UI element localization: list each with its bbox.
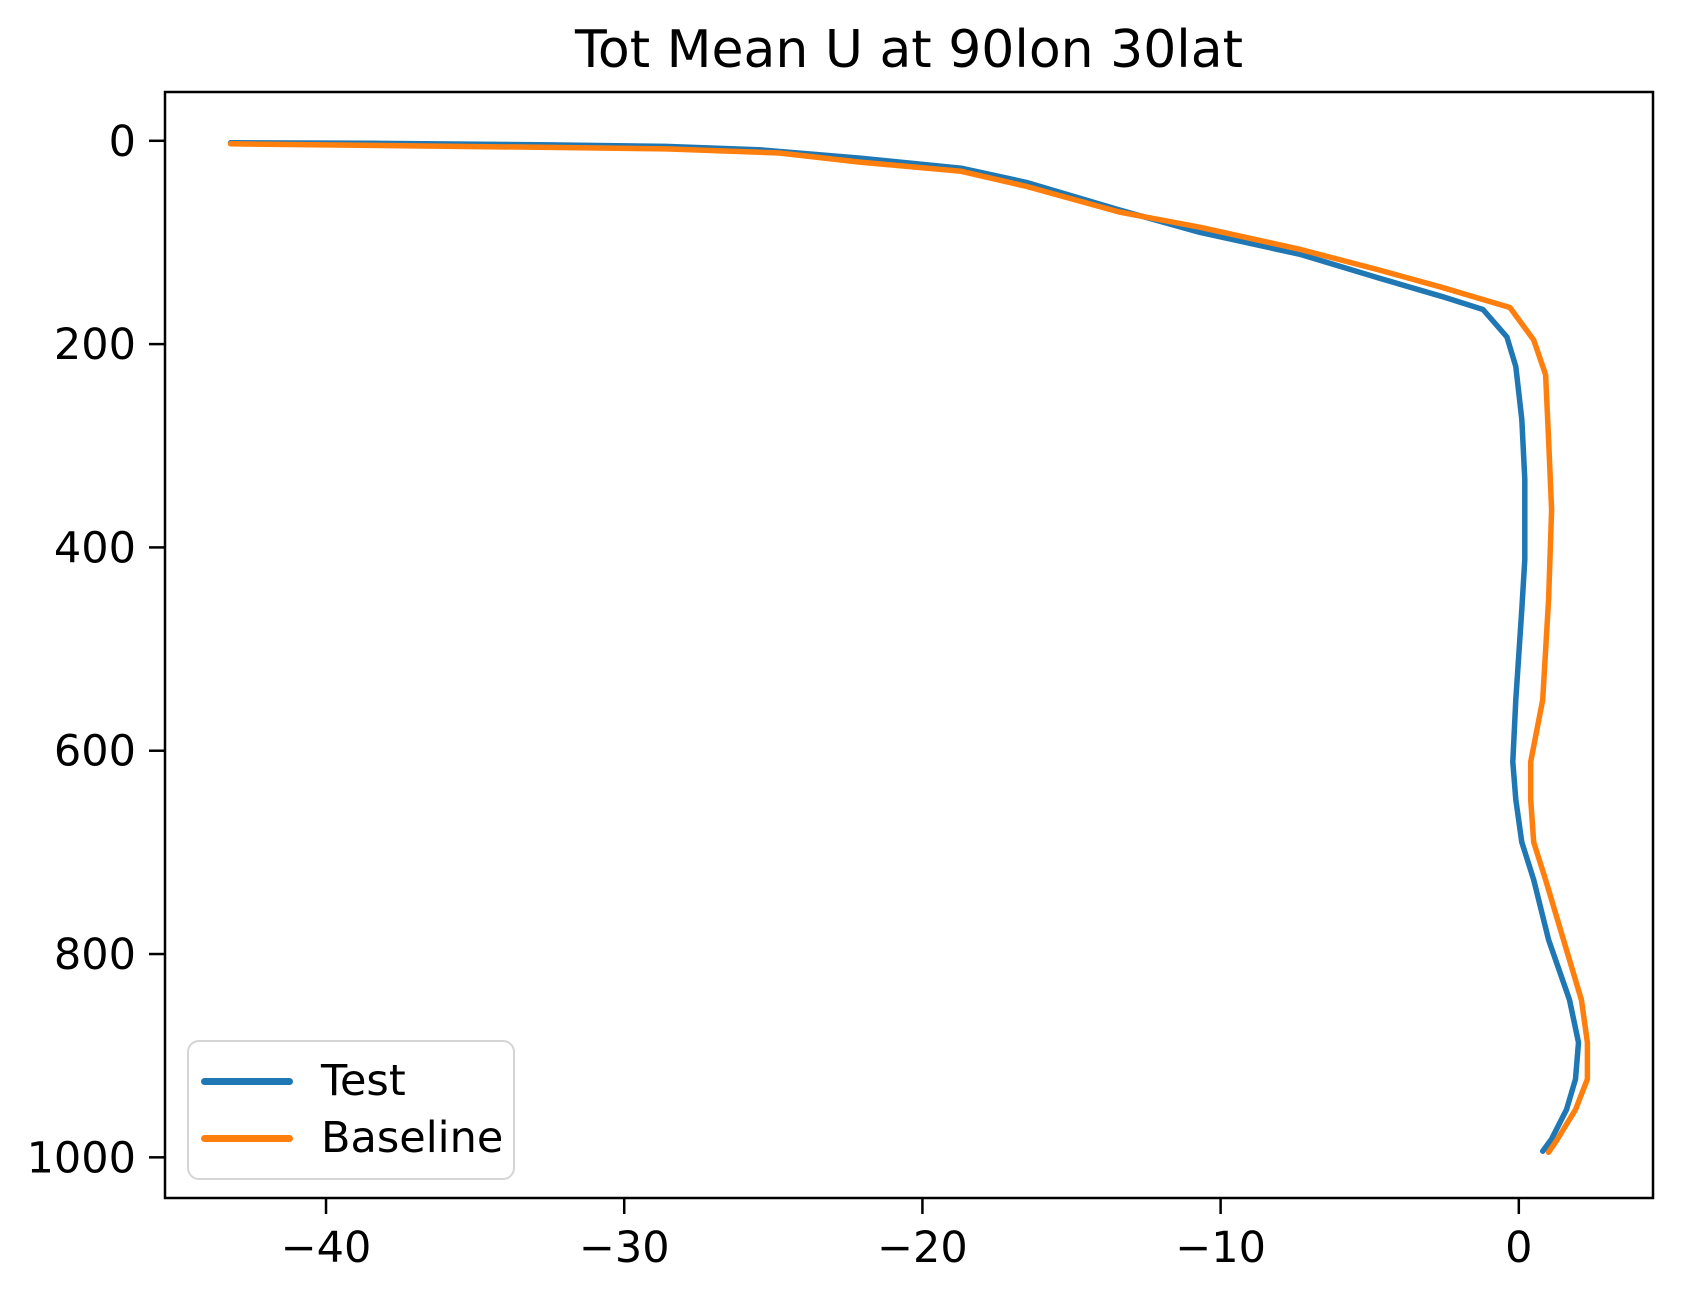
legend-label-test: Test <box>321 1056 406 1106</box>
legend-line-swatch-test <box>201 1078 293 1085</box>
x-tick-label: −20 <box>877 1223 968 1273</box>
x-tick-label: −30 <box>579 1223 670 1273</box>
y-tick-label: 800 <box>54 930 136 980</box>
y-tick-label: 0 <box>109 117 136 167</box>
x-tick-label: −10 <box>1175 1223 1266 1273</box>
legend-line-swatch-baseline <box>201 1135 293 1142</box>
legend-entry-baseline: Baseline <box>201 1113 504 1163</box>
y-tick-label: 1000 <box>27 1133 136 1183</box>
series-line-baseline <box>227 141 1591 1156</box>
y-tick-label: 400 <box>54 523 136 573</box>
legend-label-baseline: Baseline <box>321 1113 504 1163</box>
y-tick-label: 200 <box>54 320 136 370</box>
y-tick-label: 600 <box>54 727 136 777</box>
x-tick-label: 0 <box>1505 1223 1532 1273</box>
series-line-test <box>227 140 1582 1154</box>
legend: Test Baseline <box>187 1040 515 1180</box>
legend-entry-test: Test <box>201 1060 501 1103</box>
x-tick-label: −40 <box>281 1223 372 1273</box>
chart-title: Tot Mean U at 90lon 30lat <box>574 20 1244 80</box>
plot-border <box>163 90 1655 1200</box>
